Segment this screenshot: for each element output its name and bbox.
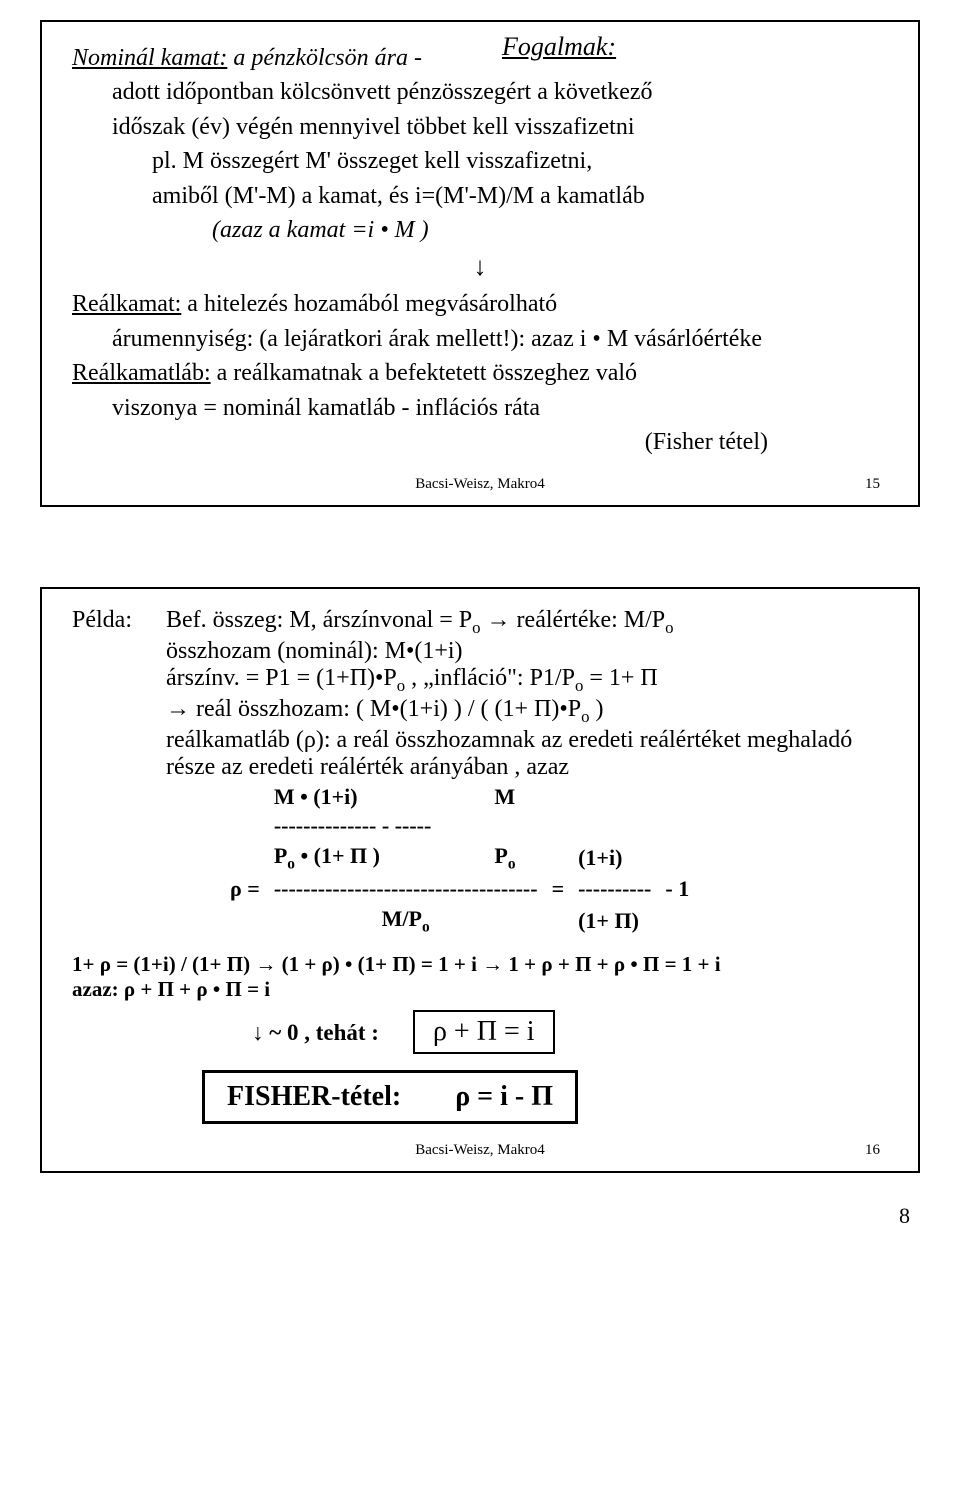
fisher-row: FISHER-tétel: ρ = i - Π <box>202 1070 888 1124</box>
fisher-label: FISHER-tétel: <box>227 1081 401 1112</box>
rho-fraction: M • (1+i) M -------------- - ----- Po • … <box>222 781 888 939</box>
line: árszínv. = P1 = (1+Π)•Po , „infláció": P… <box>166 665 658 691</box>
boxed-equation-1: ρ + Π = i <box>413 1010 555 1054</box>
down-arrow-icon: ↓ <box>72 252 888 282</box>
subscript-o: o <box>665 618 673 637</box>
denominator-left: Po • (1+ Π ) <box>268 842 465 874</box>
subscript-o: o <box>397 676 405 695</box>
dashes: ------------------------------------ <box>268 875 544 903</box>
footer-left <box>80 476 347 493</box>
line: (azaz a kamat =i • M ) <box>152 214 888 246</box>
footer-left <box>80 1142 347 1159</box>
line: árumennyiség: (a lejáratkori árak mellet… <box>112 323 888 355</box>
term-nominal-kamat: Nominál kamat: <box>72 45 227 71</box>
text: a reálkamatnak a befektetett összeghez v… <box>211 360 637 386</box>
footer-page-number: 16 <box>613 1142 880 1159</box>
text: a pénzkölcsön ára - <box>227 45 422 71</box>
fisher-note: (Fisher tétel) <box>72 426 888 458</box>
subscript-o: o <box>472 618 480 637</box>
line: viszonya = nominál kamatláb - inflációs … <box>112 392 888 424</box>
slide-1: Fogalmak: Nominál kamat: a pénzkölcsön á… <box>40 20 920 507</box>
minus-one: - 1 <box>659 875 695 903</box>
one-plus-pi: (1+ Π) <box>572 905 657 937</box>
line: → reál összhozam: ( M•(1+i) ) / ( (1+ Π)… <box>166 696 604 722</box>
derivation-line-1: 1+ ρ = (1+i) / (1+ Π) → (1 + ρ) • (1+ Π)… <box>72 952 888 977</box>
fraction-table: M • (1+i) M -------------- - ----- Po • … <box>222 781 697 939</box>
term-realkamatlab: Reálkamatláb: <box>72 360 211 386</box>
slide-footer: Bacsi-Weisz, Makro4 15 <box>72 476 888 493</box>
line: reálkamatláb (ρ): a reál összhozamnak az… <box>166 727 852 780</box>
slide-footer: Bacsi-Weisz, Makro4 16 <box>72 1142 888 1159</box>
text: → reál összhozam: ( M•(1+i) ) / ( (1+ Π)… <box>166 696 581 722</box>
line: pl. M összegért M' összeget kell visszaf… <box>152 145 888 177</box>
mp-o: M/Po <box>268 905 544 937</box>
text: árszínv. = P1 = (1+Π)•P <box>166 665 397 691</box>
boxed-fisher-theorem: FISHER-tétel: ρ = i - Π <box>202 1070 578 1124</box>
page-number: 8 <box>0 1203 910 1229</box>
pelda-block: Példa: Bef. összeg: M, árszínvonal = Po … <box>72 607 888 780</box>
line: Reálkamat: a hitelezés hozamából megvásá… <box>72 288 888 320</box>
dashes: -------------- - ----- <box>268 812 544 840</box>
line: Nominál kamat: a pénzkölcsön ára - <box>72 42 888 74</box>
text: a hitelezés hozamából megvásárolható <box>181 291 557 317</box>
line: Bef. összeg: M, árszínvonal = Po → reálé… <box>166 607 674 633</box>
label-pelda: Példa: <box>72 607 162 634</box>
slide-2: Példa: Bef. összeg: M, árszínvonal = Po … <box>40 587 920 1173</box>
text: (azaz a kamat =i • M ) <box>212 217 429 243</box>
approx-row: ↓ ~ 0 , tehát : ρ + Π = i <box>252 1010 888 1054</box>
term-realkamat: Reálkamat: <box>72 291 181 317</box>
dashes: ---------- <box>572 875 657 903</box>
pelda-content: Bef. összeg: M, árszínvonal = Po → reálé… <box>166 607 882 780</box>
frac-right-num: (1+i) <box>572 842 657 874</box>
rho-equals: ρ = <box>224 875 266 903</box>
text: = 1+ Π <box>583 665 657 691</box>
denominator-right: Po <box>488 842 543 874</box>
derivation-line-2: azaz: ρ + Π + ρ • Π = i <box>72 977 888 1002</box>
text: → reálértéke: M/P <box>481 607 666 633</box>
line: időszak (év) végén mennyivel többet kell… <box>112 111 888 143</box>
subscript-o: o <box>581 707 589 726</box>
line: adott időpontban kölcsönvett pénzösszegé… <box>112 76 888 108</box>
equals-sign: = <box>546 875 571 903</box>
numerator-right: M <box>488 783 543 811</box>
fisher-eq: ρ = i - Π <box>455 1081 553 1112</box>
footer-center: Bacsi-Weisz, Makro4 <box>347 1142 614 1159</box>
line: összhozam (nominál): M•(1+i) <box>166 638 463 664</box>
numerator-left: M • (1+i) <box>268 783 465 811</box>
text: ) <box>590 696 604 722</box>
line: amiből (M'-M) a kamat, és i=(M'-M)/M a k… <box>152 180 888 212</box>
text: , „infláció": P1/P <box>405 665 575 691</box>
footer-center: Bacsi-Weisz, Makro4 <box>347 476 614 493</box>
approx-label: ↓ ~ 0 , tehát : <box>252 1020 379 1045</box>
line: Reálkamatláb: a reálkamatnak a befektete… <box>72 357 888 389</box>
text: Bef. összeg: M, árszínvonal = P <box>166 607 472 633</box>
footer-page-number: 15 <box>613 476 880 493</box>
